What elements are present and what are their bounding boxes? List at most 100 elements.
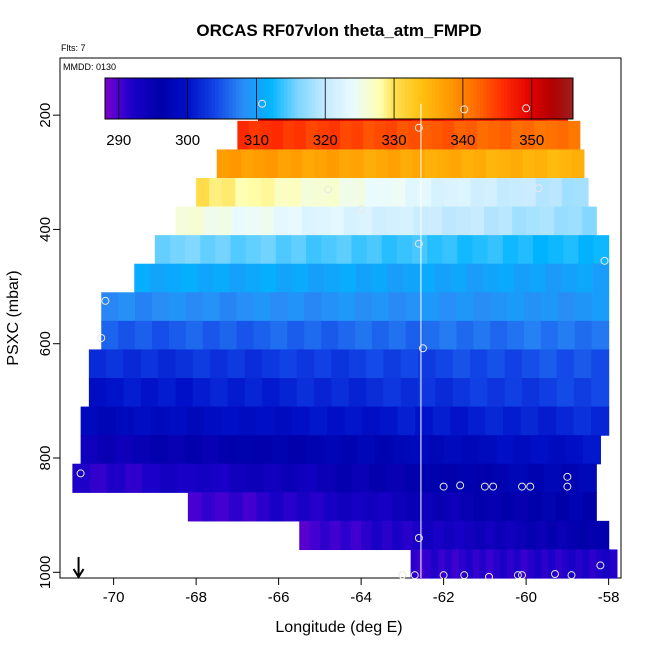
heatmap-cell [202,292,221,322]
heatmap-cell [474,520,486,551]
heatmap-cell [418,178,432,208]
heatmap-cell [603,549,611,579]
colorbar-swatch [376,78,381,119]
heatmap-cell [392,520,403,551]
colorbar-swatch [404,78,409,119]
colorbar-tick-label: 290 [106,132,131,149]
heatmap-cell [470,206,485,236]
heatmap-cell [229,263,246,293]
heatmap-cell [582,549,590,579]
colorbar-swatch [163,78,168,119]
heatmap-cell [328,120,341,151]
heatmap-cell [329,206,345,236]
heatmap-cell [556,378,575,408]
heatmap-cell [283,492,298,522]
colorbar-swatch [252,78,257,119]
heatmap-cell [397,120,410,151]
heatmap-cell [527,549,535,579]
heatmap-cell [408,120,421,151]
heatmap-cell [306,235,322,265]
colorbar-swatch [414,78,419,119]
heatmap-cell [230,235,247,265]
heatmap-cell [383,349,402,379]
heatmap-cell [217,206,233,236]
sample-point [563,472,572,481]
colorbar-swatch [215,78,220,119]
heatmap-cell [540,206,555,236]
colorbar-swatch [356,78,361,119]
heatmap-cell [434,263,452,293]
heatmap-cell [592,263,610,293]
heatmap-cell [165,263,183,293]
heatmap-cell [588,520,599,551]
heatmap-cell [279,378,298,408]
heatmap-cell [362,120,375,151]
heatmap-cell [348,349,367,379]
heatmap-cell [348,378,367,408]
heatmap-cell [242,492,257,522]
heatmap-cell [241,149,255,179]
heatmap-cell [533,235,549,265]
sample-point [398,571,407,580]
colorbar-swatch [153,78,158,119]
heatmap-cell [259,206,275,236]
heatmap-cell [470,178,485,208]
heatmap-cell [200,235,216,265]
heatmap-cell [490,320,508,351]
heatmap-cell [299,463,318,493]
x-tick-label: -70 [103,589,125,606]
colorbar-swatch [535,78,540,119]
heatmap-cell [571,149,585,179]
heatmap-cell [591,378,610,408]
heatmap-cell [500,492,516,522]
heatmap-cell [184,435,203,465]
heatmap-cell [514,492,529,522]
heatmap-cell [507,292,525,322]
colorbar-swatch [225,78,230,119]
colorbar-swatch [373,78,378,119]
heatmap-cell [578,463,597,493]
colorbar-swatch [108,78,113,119]
colorbar-swatch [524,78,529,119]
colorbar-swatch [507,78,512,119]
heatmap-cell [433,520,445,551]
heatmap-cell [253,320,271,351]
heatmap-cell [244,378,263,408]
heatmap-cell [326,149,340,179]
heatmap-cell [485,406,504,436]
colorbar-swatch [421,78,426,119]
heatmap-cell [412,520,424,551]
heatmap-cell [439,463,458,493]
heatmap-cell [578,235,595,265]
heatmap-cell [387,263,404,293]
heatmap-cell [508,463,527,493]
colorbar-swatch [266,78,271,119]
colorbar-swatch [418,78,423,119]
heatmap-cell [541,492,557,522]
heatmap-cell [418,378,436,408]
heatmap-cell [438,549,446,579]
heatmap-cell [383,378,402,408]
heatmap-cell [435,378,454,408]
heatmap-cell [444,178,458,208]
colorbar-swatch [208,78,213,119]
heatmap-cell [363,149,377,179]
heatmap-cell [101,292,119,322]
heatmap-cell [477,120,490,151]
sample-point [567,571,576,580]
heatmap-cell [461,435,480,465]
heatmap-cell [369,463,388,493]
heatmap-cell [400,349,419,379]
colorbar-swatch [394,78,398,119]
heatmap-cell [439,292,458,322]
colorbar-swatch [211,78,216,119]
heatmap-cell [522,120,535,151]
heatmap-cell [582,206,597,236]
colorbar-swatch [118,78,123,119]
heatmap-cell [598,520,610,551]
heatmap-cell [288,435,307,465]
heatmap-cell [305,120,318,151]
colorbar-swatch [469,78,474,119]
sample-point [489,482,498,491]
heatmap-cell [133,406,152,436]
